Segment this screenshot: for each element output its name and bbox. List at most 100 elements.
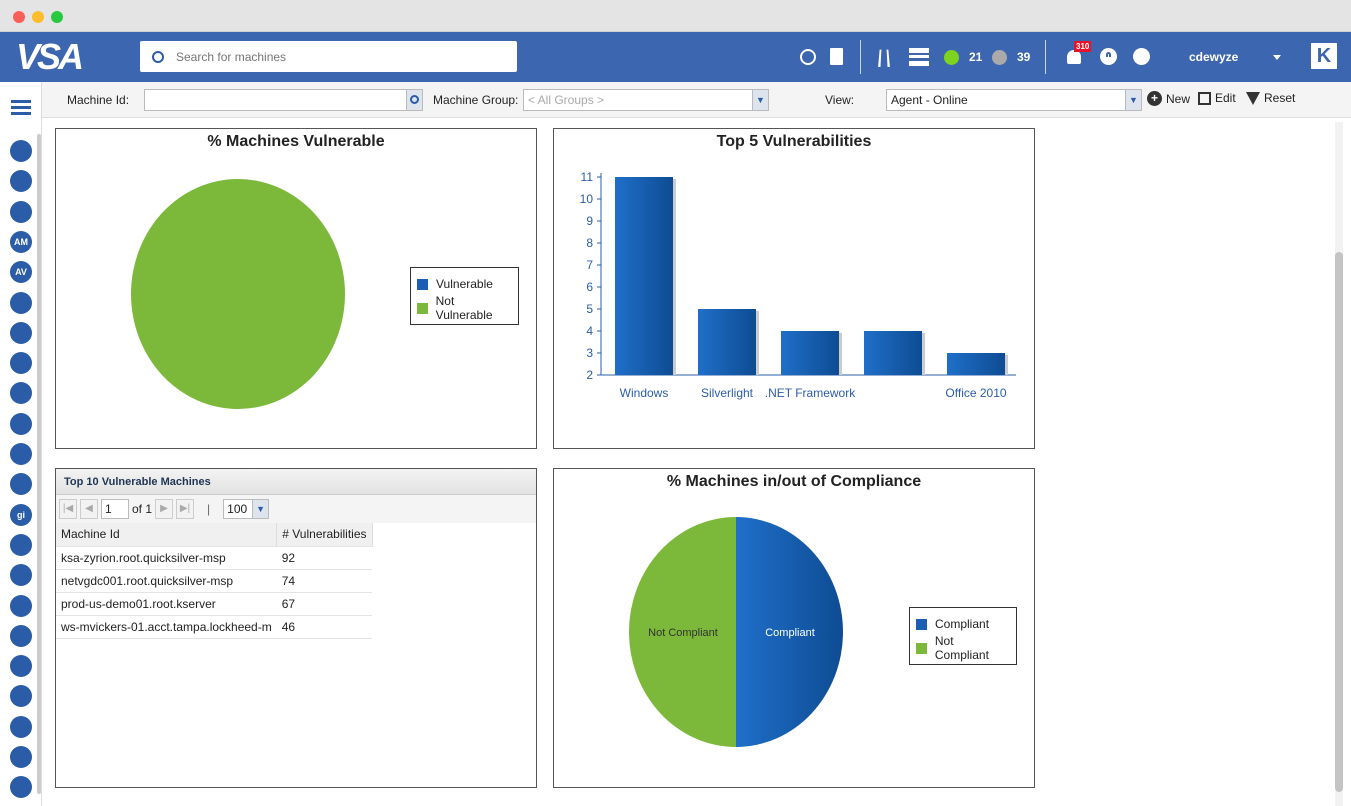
antenna-icon[interactable] [878,49,890,67]
user-icon[interactable] [1133,48,1150,65]
shield-icon[interactable] [10,321,32,344]
close-window-button[interactable] [13,11,25,23]
table-title: Top 10 Vulnerable Machines [56,469,536,495]
pie-slice-not-compliant[interactable] [629,517,736,747]
lock-icon[interactable] [10,746,32,768]
table-row[interactable]: ws-mvickers-01.acct.tampa.lockheed-m 46 [56,615,373,639]
backup-icon[interactable] [10,352,32,375]
legend-item[interactable]: Not Vulnerable [417,294,512,322]
legend-label: Compliant [935,617,990,631]
page-size-select[interactable]: 100 ▼ [223,499,270,519]
remote-icon[interactable] [10,443,32,465]
search-icon[interactable] [406,90,422,110]
new-label: New [1166,91,1191,106]
username[interactable]: cdewyze [1189,50,1239,64]
bell-icon[interactable] [1067,50,1081,64]
am-icon[interactable]: AM [10,230,32,253]
reset-button[interactable]: Reset [1246,91,1295,105]
legend-item[interactable]: Not Compliant [916,634,1010,662]
security-icon[interactable] [10,685,32,708]
online-count[interactable]: 21 [969,50,983,64]
plus-icon: + [1147,91,1162,106]
pie-slice-compliant[interactable] [736,517,843,747]
chevron-down-icon[interactable]: ▼ [752,90,768,110]
mobile-icon[interactable] [10,564,32,587]
machine-group-select[interactable]: < All Groups > ▼ [523,89,769,111]
next-page-button[interactable]: ▶ [155,499,174,519]
gear-cloud-icon[interactable] [10,140,32,162]
offline-status-icon [992,50,1007,65]
notification-badge: 310 [1074,41,1092,52]
database-icon[interactable] [10,412,32,435]
network-icon[interactable] [10,170,32,193]
hamburger-menu-icon[interactable] [11,100,31,103]
minimize-window-button[interactable] [32,11,44,23]
last-page-button[interactable]: ▶| [176,499,195,519]
bar[interactable] [698,309,756,375]
legend-item[interactable]: Compliant [916,612,1010,636]
help-icon[interactable] [1100,48,1117,65]
y-tick-label: 5 [586,302,593,316]
gi-icon[interactable]: gi [10,503,32,526]
cloud-icon[interactable] [10,382,32,405]
bar[interactable] [781,331,839,375]
wand-icon[interactable] [10,715,32,738]
maximize-window-button[interactable] [51,11,63,23]
divider: | [207,502,211,516]
chevron-down-icon[interactable] [1273,55,1281,60]
machine-id-input[interactable] [144,89,423,111]
radar-icon[interactable] [10,473,32,496]
patch-icon[interactable] [10,655,32,678]
column-header-vulnerabilities[interactable]: # Vulnerabilities [276,523,373,547]
table-row[interactable]: prod-us-demo01.root.kserver 67 [56,592,373,616]
main-scrollbar[interactable] [1335,122,1343,806]
edit-button[interactable]: Edit [1198,91,1236,105]
divider [860,40,861,74]
server-icon[interactable] [909,48,929,66]
view-value: Agent - Online [891,93,968,107]
pie-label-compliant: Compliant [765,627,815,639]
bar[interactable] [947,353,1005,375]
chevron-down-icon[interactable]: ▼ [1125,90,1141,110]
legend-label: Vulnerable [436,277,493,291]
page-input[interactable]: 1 [101,499,129,519]
antenna-icon[interactable] [10,624,32,647]
legend-item[interactable]: Vulnerable [417,272,512,296]
column-header-machine-id[interactable]: Machine Id [56,523,278,547]
chart-title: % Machines in/out of Compliance [666,473,922,490]
vulnerable-machines-panel: Top 10 Vulnerable Machines |◀ ◀ 1 of 1 ▶… [55,468,537,788]
sidebar-scrollbar[interactable] [37,134,41,794]
filter-reset-icon [1246,91,1260,105]
bar[interactable] [615,177,673,375]
monitor-icon[interactable] [10,594,32,617]
legend-label: Not Compliant [934,634,989,662]
dollar-icon[interactable] [10,776,32,799]
reset-label: Reset [1264,91,1296,105]
network-2-icon[interactable] [10,200,32,223]
search-input[interactable] [176,49,496,64]
prev-page-button[interactable]: ◀ [80,499,98,519]
machine-search[interactable] [140,41,517,72]
compliance-pie-panel: % Machines in/out of Compliance Not Comp… [553,468,1035,788]
new-button[interactable]: + New [1147,91,1190,106]
chart-title: Top 5 Vulnerabilities [716,133,872,150]
machine-group-label: Machine Group: [433,93,519,107]
document-icon[interactable] [830,48,843,65]
alarm-clock-icon[interactable] [800,49,816,65]
vsa-logo[interactable]: VSA [16,36,84,77]
table-row[interactable]: ksa-zyrion.root.quicksilver-msp 92 [56,546,373,570]
kaseya-logo[interactable]: K [1311,43,1337,69]
bar[interactable] [864,331,922,375]
view-select[interactable]: Agent - Online ▼ [886,89,1142,111]
offline-count[interactable]: 39 [1017,50,1031,64]
first-page-button[interactable]: |◀ [59,499,77,519]
compliance-pie-chart: Not Compliant Compliant [629,517,843,747]
info-icon[interactable] [10,533,32,556]
x-tick-label: Silverlight [701,386,754,400]
report-icon[interactable] [10,291,32,314]
table-row[interactable]: netvgdc001.root.quicksilver-msp 74 [56,569,373,593]
av-icon[interactable]: AV [10,261,32,284]
pie-slice-not-vulnerable[interactable] [131,179,345,409]
chevron-down-icon[interactable]: ▼ [252,500,269,518]
y-tick-label: 7 [586,258,593,272]
